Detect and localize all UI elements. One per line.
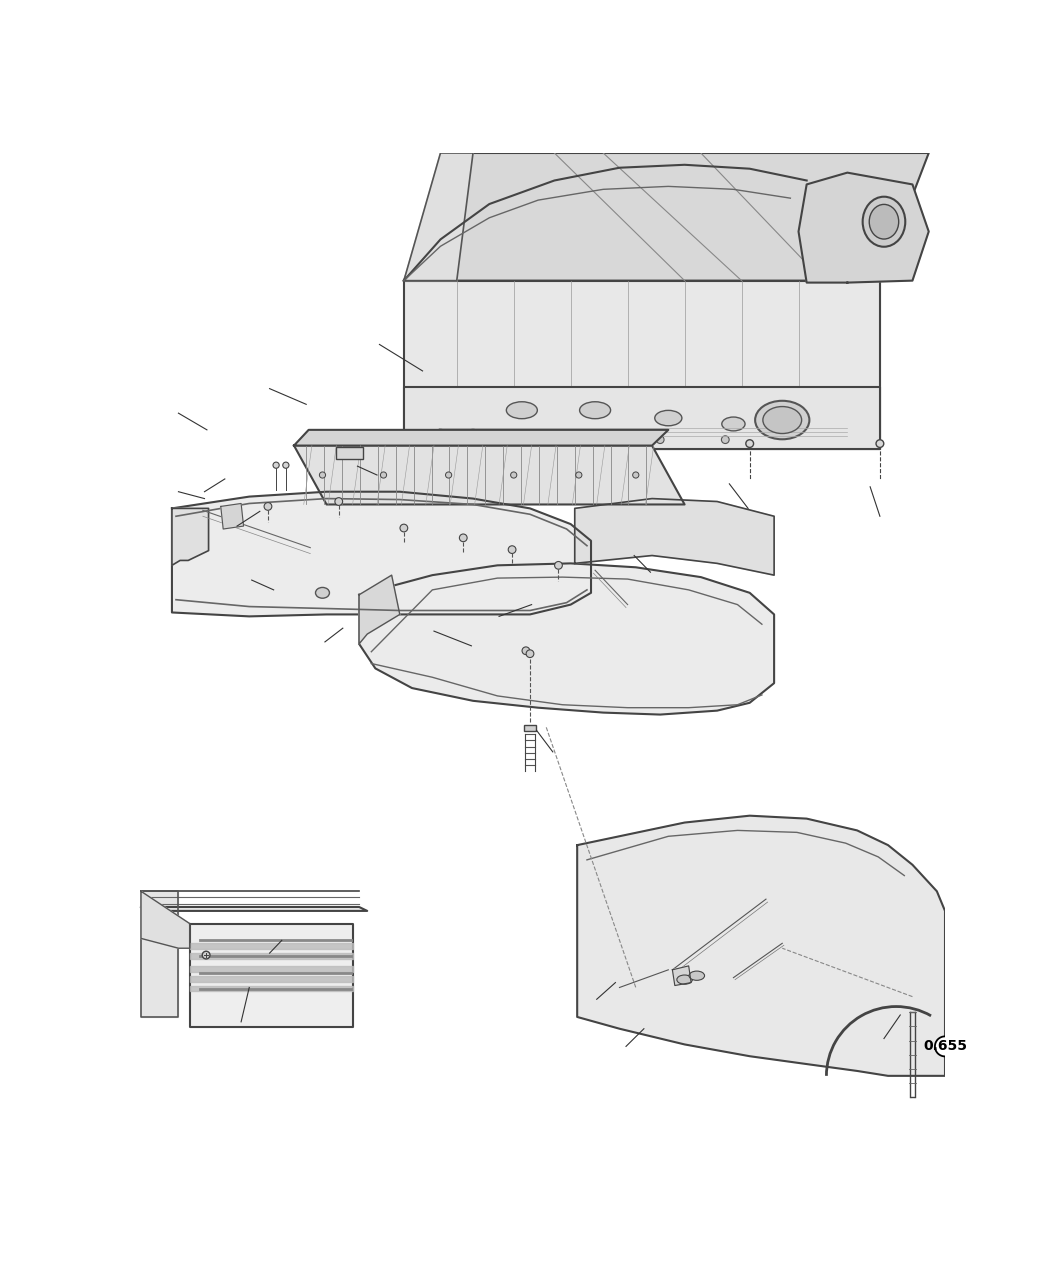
Circle shape [203, 951, 210, 959]
Polygon shape [294, 445, 685, 505]
Polygon shape [798, 172, 929, 283]
Polygon shape [172, 509, 209, 565]
Circle shape [380, 472, 386, 478]
Ellipse shape [721, 417, 745, 431]
Ellipse shape [863, 196, 905, 247]
Ellipse shape [655, 411, 681, 426]
Circle shape [445, 472, 452, 478]
Circle shape [265, 502, 272, 510]
Polygon shape [359, 564, 774, 714]
Circle shape [510, 472, 517, 478]
Polygon shape [220, 504, 244, 529]
Ellipse shape [689, 972, 705, 980]
Polygon shape [574, 499, 774, 575]
Ellipse shape [677, 975, 692, 984]
Ellipse shape [580, 402, 611, 418]
Polygon shape [141, 891, 179, 1017]
Circle shape [633, 472, 638, 478]
Circle shape [319, 472, 326, 478]
Ellipse shape [807, 413, 822, 423]
Circle shape [522, 646, 530, 654]
Circle shape [273, 462, 279, 468]
Polygon shape [141, 891, 190, 949]
Polygon shape [190, 975, 353, 982]
Polygon shape [141, 907, 368, 910]
Circle shape [721, 436, 729, 444]
Polygon shape [404, 386, 880, 450]
Polygon shape [672, 966, 691, 986]
Circle shape [554, 561, 563, 569]
Ellipse shape [742, 416, 757, 425]
Polygon shape [190, 954, 353, 959]
Polygon shape [172, 492, 591, 616]
Text: 0.655: 0.655 [923, 1039, 967, 1053]
Circle shape [526, 650, 533, 658]
Circle shape [934, 1037, 956, 1057]
Polygon shape [190, 923, 353, 1026]
Circle shape [876, 440, 884, 448]
Ellipse shape [506, 402, 538, 418]
Circle shape [437, 428, 444, 436]
Polygon shape [359, 575, 400, 644]
Bar [336, 448, 363, 459]
Circle shape [460, 534, 467, 542]
Polygon shape [190, 986, 353, 992]
Ellipse shape [677, 416, 692, 425]
Circle shape [746, 440, 754, 448]
Circle shape [400, 524, 407, 532]
Ellipse shape [755, 400, 810, 440]
Circle shape [656, 436, 664, 444]
Polygon shape [190, 966, 353, 972]
Ellipse shape [547, 408, 562, 418]
Polygon shape [578, 816, 945, 1076]
Circle shape [575, 472, 582, 478]
Ellipse shape [612, 413, 627, 423]
Polygon shape [524, 725, 537, 731]
Ellipse shape [763, 407, 801, 434]
Circle shape [335, 497, 342, 505]
Polygon shape [404, 153, 472, 280]
Ellipse shape [315, 588, 330, 598]
Circle shape [282, 462, 289, 468]
Ellipse shape [482, 404, 497, 413]
Circle shape [508, 546, 516, 553]
Ellipse shape [869, 204, 899, 238]
Polygon shape [404, 280, 880, 450]
Circle shape [575, 434, 583, 441]
Polygon shape [294, 430, 669, 445]
Polygon shape [404, 153, 929, 280]
Circle shape [469, 428, 477, 436]
Polygon shape [190, 944, 353, 949]
